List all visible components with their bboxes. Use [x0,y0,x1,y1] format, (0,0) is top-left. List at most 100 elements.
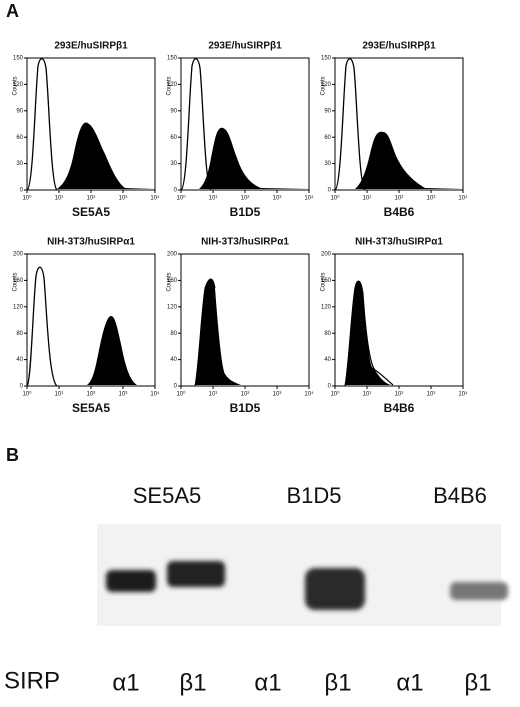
y-tick-label: 60 [170,135,177,141]
y-tick-label: 80 [16,331,23,337]
panel-title: 293E/huSIRPβ1 [54,41,128,52]
x-tick-label: 10¹ [363,196,372,202]
y-tick-label: 90 [16,108,23,114]
y-tick-label: 40 [16,357,23,363]
control-histogram [194,278,216,387]
filled-histogram [355,131,463,189]
antibody-label: B4B6 [433,483,487,508]
x-axis-label: B4B6 [384,205,415,219]
lane-label: α1 [396,669,423,696]
histogram-panel: 293E/huSIRPβ1 Counts SE5A5 0 30 60 90 120 150 10⁰… [13,41,160,220]
x-tick-label: 10⁰ [22,391,32,398]
x-tick-label: 10⁴ [150,391,160,398]
filled-histogram [345,280,391,385]
antibody-label: B1D5 [286,483,341,508]
y-tick-label: 0 [20,384,24,390]
lane-label: β1 [179,669,206,696]
y-tick-label: 160 [13,278,24,284]
panel-label: B [6,445,19,465]
histogram-panel: 293E/huSIRPβ1 Counts B1D5 0 30 60 90 120 150 10⁰ 1… [167,41,314,220]
histogram-panel: NIH-3T3/huSIRPα1 Counts SE5A5 0 40 80 120 160 20… [13,237,160,416]
x-tick-label: 10¹ [209,196,218,202]
y-tick-label: 120 [321,82,332,88]
plot-frame [26,253,156,387]
x-tick-label: 10³ [119,392,128,398]
filled-histogram [195,279,241,385]
control-histogram [26,266,58,387]
y-tick-label: 0 [174,384,178,390]
lane-label: α1 [254,669,281,696]
lane-label: α1 [112,669,139,696]
x-tick-label: 10² [241,196,250,202]
y-axis-label: Counts [13,272,19,291]
y-tick-label: 120 [167,304,178,310]
blot-band [450,582,508,600]
x-tick-label: 10² [87,392,96,398]
x-tick-label: 10² [87,196,96,202]
x-tick-label: 10³ [273,196,282,202]
x-tick-label: 10¹ [209,392,218,398]
y-tick-label: 150 [167,56,178,62]
blot-band [305,568,365,610]
y-tick-label: 120 [167,82,178,88]
row-label: SIRP [4,667,60,694]
y-tick-label: 40 [324,357,331,363]
y-tick-label: 120 [321,304,332,310]
x-tick-label: 10³ [427,392,436,398]
panel-label: A [6,1,19,21]
y-tick-label: 150 [321,56,332,62]
x-tick-label: 10¹ [55,196,64,202]
x-tick-label: 10⁰ [330,391,340,398]
blot [97,524,508,626]
panel-title: NIH-3T3/huSIRPα1 [201,237,289,248]
y-tick-label: 0 [20,188,24,194]
y-tick-label: 200 [321,252,332,258]
panel-title: NIH-3T3/huSIRPα1 [47,237,135,248]
histogram-panel: NIH-3T3/huSIRPα1 Counts B1D5 0 40 80 120 160 200… [167,237,314,416]
blot-band [167,561,225,587]
x-axis-label: SE5A5 [72,205,110,219]
control-histogram [180,58,212,191]
blot-membrane [97,524,501,626]
histogram-panel: NIH-3T3/huSIRPα1 Counts B4B6 0 40 80 120 160 200… [321,237,468,416]
x-tick-label: 10³ [427,196,436,202]
x-tick-label: 10⁰ [22,195,32,202]
x-tick-label: 10⁴ [458,391,468,398]
y-axis-label: Counts [321,272,327,291]
x-tick-label: 10¹ [363,392,372,398]
x-axis-label: SE5A5 [72,401,110,415]
x-tick-label: 10⁰ [176,391,186,398]
y-tick-label: 80 [324,331,331,337]
x-tick-label: 10⁰ [330,195,340,202]
y-tick-label: 200 [13,252,24,258]
y-tick-label: 0 [174,188,178,194]
y-tick-label: 80 [170,331,177,337]
y-tick-label: 0 [328,384,332,390]
x-tick-label: 10² [395,392,404,398]
panel-title: 293E/huSIRPβ1 [208,41,282,52]
blot-band [106,570,156,592]
y-tick-label: 60 [324,135,331,141]
y-tick-label: 120 [13,82,24,88]
x-tick-label: 10³ [119,196,128,202]
y-tick-label: 30 [324,161,331,167]
y-tick-label: 90 [324,108,331,114]
control-histogram [344,280,394,387]
x-axis-label: B4B6 [384,401,415,415]
y-tick-label: 150 [13,56,24,62]
y-tick-label: 0 [328,188,332,194]
lane-label: β1 [324,669,351,696]
histogram-panel: 293E/huSIRPβ1 Counts B4B6 0 30 60 90 120 150 10⁰ 1… [321,41,468,220]
filled-histogram [57,122,155,189]
y-tick-label: 160 [321,278,332,284]
control-histogram [334,58,366,191]
x-tick-label: 10⁰ [176,195,186,202]
antibody-label: SE5A5 [133,483,202,508]
x-tick-label: 10³ [273,392,282,398]
y-tick-label: 30 [16,161,23,167]
x-tick-label: 10⁴ [458,195,468,202]
x-tick-label: 10⁴ [304,195,314,202]
x-tick-label: 10⁴ [150,195,160,202]
y-tick-label: 40 [170,357,177,363]
